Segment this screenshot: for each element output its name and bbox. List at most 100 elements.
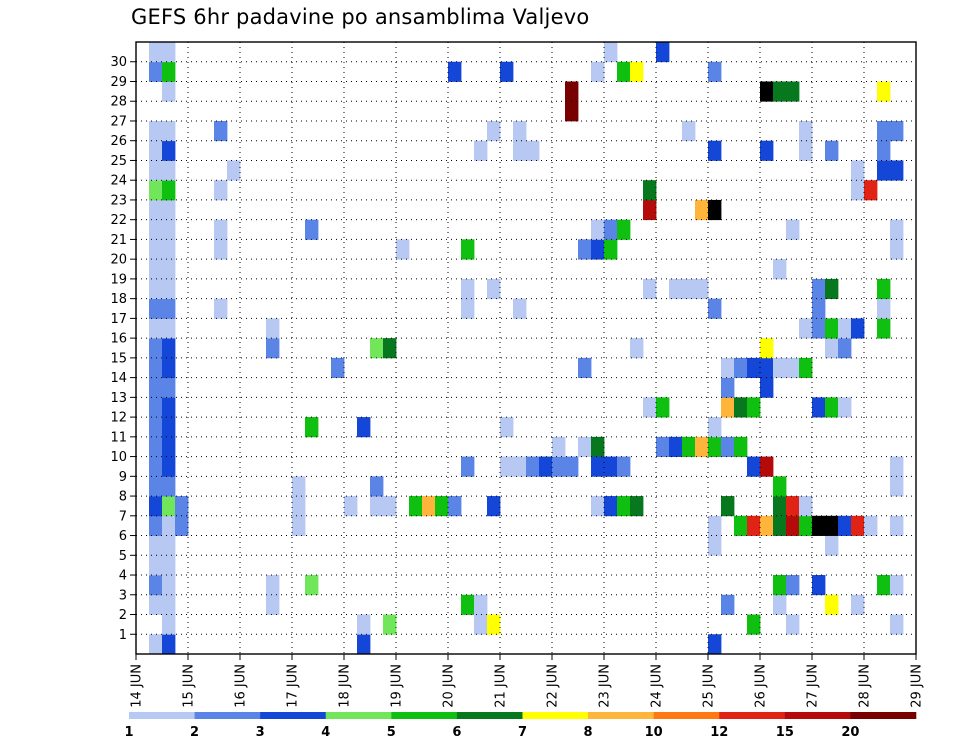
precip-cell [162,436,176,457]
colorbar-label: 8 [584,725,593,740]
precip-cell [786,575,800,596]
precip-cell [851,318,865,339]
precip-cell [461,456,475,477]
precip-cell [162,338,176,359]
precip-cell [825,140,839,161]
colorbar-label: 4 [321,725,330,740]
precip-cell [565,456,579,477]
precip-cell [162,259,176,280]
precip-cell [838,515,852,536]
x-tick-label: 25 JUN [702,664,717,708]
precip-cell [630,338,644,359]
precip-cell [786,81,800,102]
precip-cell [617,496,631,517]
y-tick-label: 23 [110,193,127,208]
precip-cell [214,180,228,201]
precip-cell [695,436,709,457]
precip-cell [474,140,488,161]
precip-cell [773,496,787,517]
y-tick-label: 5 [119,549,127,564]
precip-cell [825,515,839,536]
y-tick-label: 1 [119,628,127,643]
precip-cell [149,42,163,63]
precip-cell [227,160,241,181]
precip-cell [266,594,280,615]
precip-cell [825,594,839,615]
precip-cell [396,239,410,260]
precip-cell [214,120,228,142]
precip-cell [890,515,904,536]
precip-cell [578,436,592,457]
precip-cell [266,575,280,596]
precip-cell [162,535,176,556]
precip-cell [461,298,475,319]
colorbar-swatch [325,712,392,719]
precip-cell [773,515,787,536]
precip-cell [149,634,163,655]
y-tick-label: 19 [110,272,127,287]
precip-cell [149,436,163,457]
precip-cell [890,575,904,596]
precip-cell [162,239,176,260]
precip-cell [604,456,618,477]
precip-cell [799,120,813,142]
y-axis: 1234567891011121314151617181920212223242… [110,55,136,643]
precip-cell [786,219,800,240]
precip-cell [799,357,813,379]
y-tick-label: 22 [110,213,127,228]
precip-cell [773,476,787,497]
precip-cell [357,634,371,655]
precip-cell [890,456,904,477]
precip-cell [721,377,735,398]
precip-cell [162,120,176,142]
precip-cell [162,634,176,655]
precip-cell [162,476,176,497]
precip-cell [721,436,735,457]
colorbar-label: 7 [518,725,527,740]
precip-cell [552,436,566,457]
precip-cell [344,496,358,517]
precip-cell [721,357,735,379]
grid-lines [136,42,916,654]
precip-cell [708,140,722,161]
precip-cell [448,61,462,82]
precip-cell [877,81,891,102]
precip-cell [162,456,176,477]
precip-cell [877,318,891,339]
chart-title: GEFS 6hr padavine po ansamblima Valjevo [131,5,590,29]
precip-cell [604,496,618,517]
y-tick-label: 29 [110,75,127,90]
precip-cell [149,456,163,477]
precip-cell [162,61,176,82]
y-tick-label: 28 [110,95,127,110]
precip-cell [162,318,176,339]
y-tick-label: 24 [110,174,127,189]
precip-cell [682,278,696,300]
precip-cell [591,456,605,477]
y-tick-label: 15 [110,351,127,366]
precip-cell [331,357,345,379]
precip-cell [149,140,163,161]
precip-cell [708,515,722,536]
precip-cell [539,456,553,477]
precip-cell [162,42,176,63]
precip-cell [825,318,839,339]
precip-cell [747,614,761,635]
y-tick-label: 2 [119,608,127,623]
precip-cell [435,496,449,517]
precip-cell [760,81,774,102]
colorbar-label: 20 [841,725,859,740]
precip-cell [578,239,592,260]
colorbar-swatch [456,712,523,719]
precip-cell [799,140,813,161]
precip-cell [708,61,722,82]
precip-cell [149,278,163,300]
precip-cell [760,456,774,477]
precip-cell [877,120,891,142]
x-tick-label: 15 JUN [182,664,197,708]
x-tick-label: 26 JUN [754,664,769,708]
precip-cell [305,417,319,438]
precip-cell [773,594,787,615]
precip-cell [149,476,163,497]
precip-cell [149,357,163,379]
